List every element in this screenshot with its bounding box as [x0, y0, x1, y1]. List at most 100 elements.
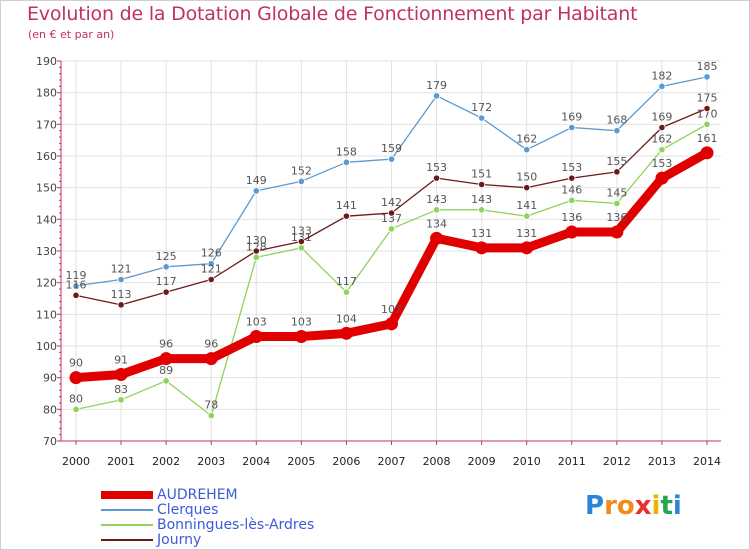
data-point [117, 275, 125, 284]
data-point [249, 330, 263, 343]
data-point [72, 405, 80, 413]
data-label: 116 [66, 278, 87, 291]
chart-title: Evolution de la Dotation Globale de Fonc… [27, 3, 638, 25]
data-label: 125 [156, 250, 177, 263]
data-label: 158 [336, 145, 357, 158]
data-point [568, 174, 576, 182]
data-point [294, 330, 308, 343]
data-point [387, 209, 396, 217]
data-label: 136 [606, 211, 627, 224]
data-point [523, 146, 531, 154]
data-point [385, 317, 398, 331]
legend-swatch [101, 491, 153, 499]
data-point [117, 396, 125, 404]
x-tick-label: 2012 [603, 455, 631, 468]
legend-item: Journy [101, 532, 341, 548]
data-label: 121 [201, 263, 222, 276]
data-label: 172 [471, 101, 492, 114]
data-label: 143 [426, 193, 447, 206]
data-label: 153 [651, 157, 672, 170]
data-point [297, 237, 305, 246]
y-tick-label: 90 [43, 372, 57, 385]
logo-letter: P [585, 491, 605, 521]
data-point [297, 244, 305, 252]
y-tick-label: 160 [36, 150, 57, 163]
data-label: 90 [69, 357, 83, 370]
data-label: 152 [291, 164, 312, 177]
legend-item: Bonningues-lès-Ardres [101, 517, 341, 533]
x-tick-label: 2001 [107, 455, 135, 468]
legend-swatch [101, 509, 153, 511]
data-point [162, 377, 170, 385]
data-label: 143 [471, 193, 492, 206]
legend-item: Clerques [101, 502, 341, 518]
data-point [658, 82, 666, 90]
data-label: 155 [606, 155, 627, 168]
proxiti-logo: Proxiti [585, 491, 682, 521]
data-label: 185 [697, 60, 718, 73]
data-label: 142 [381, 196, 402, 209]
data-point [658, 146, 666, 154]
data-label: 117 [336, 275, 357, 288]
data-label: 91 [114, 354, 128, 367]
legend-swatch [101, 524, 153, 526]
data-label: 96 [204, 338, 218, 351]
logo-letter: i [651, 491, 661, 521]
data-label: 126 [201, 247, 222, 260]
x-tick-label: 2009 [468, 455, 496, 468]
data-point [72, 282, 80, 290]
data-label: 96 [159, 338, 173, 351]
data-point [252, 247, 260, 255]
data-point [297, 177, 305, 185]
chart-subtitle: (en € et par an) [28, 28, 115, 41]
data-point [342, 288, 351, 296]
data-point [387, 225, 396, 233]
data-label: 104 [336, 312, 357, 325]
y-tick-label: 130 [36, 245, 57, 258]
y-tick-label: 180 [36, 87, 57, 100]
data-point [703, 104, 711, 113]
data-point [565, 225, 579, 239]
data-label: 153 [426, 161, 447, 174]
logo-letter: o [616, 491, 635, 521]
data-label: 162 [651, 133, 672, 146]
data-point [613, 168, 621, 176]
data-label: 150 [516, 171, 537, 184]
data-point [432, 174, 441, 182]
data-label: 136 [561, 211, 582, 224]
data-label: 151 [471, 168, 492, 181]
data-label: 103 [291, 316, 312, 329]
data-label: 162 [516, 133, 537, 146]
data-label: 169 [561, 111, 582, 124]
data-label: 141 [336, 199, 357, 212]
x-tick-label: 2003 [197, 455, 225, 468]
data-label: 141 [516, 199, 537, 212]
data-label: 179 [426, 79, 447, 92]
legend-label: Bonningues-lès-Ardres [157, 517, 315, 533]
data-label: 149 [246, 174, 267, 187]
data-point [432, 92, 441, 100]
legend-label: Journy [157, 532, 202, 548]
data-point [387, 155, 396, 163]
data-label: 133 [291, 225, 312, 238]
x-tick-label: 2004 [242, 455, 270, 468]
x-tick-label: 2008 [423, 455, 451, 468]
logo-letter: i [672, 491, 682, 521]
x-tick-label: 2011 [558, 455, 586, 468]
legend-swatch [101, 539, 153, 541]
data-point [162, 288, 170, 296]
data-point [342, 158, 351, 166]
data-label: 80 [69, 392, 83, 405]
data-point [523, 212, 531, 220]
x-tick-label: 2006 [332, 455, 360, 468]
legend-label: AUDREHEM [157, 487, 238, 503]
data-point [342, 212, 351, 220]
data-point [478, 206, 486, 214]
data-label: 131 [291, 231, 312, 244]
data-label: 146 [561, 183, 582, 196]
data-point [478, 114, 486, 122]
y-tick-label: 80 [43, 403, 57, 416]
data-point [568, 123, 576, 132]
